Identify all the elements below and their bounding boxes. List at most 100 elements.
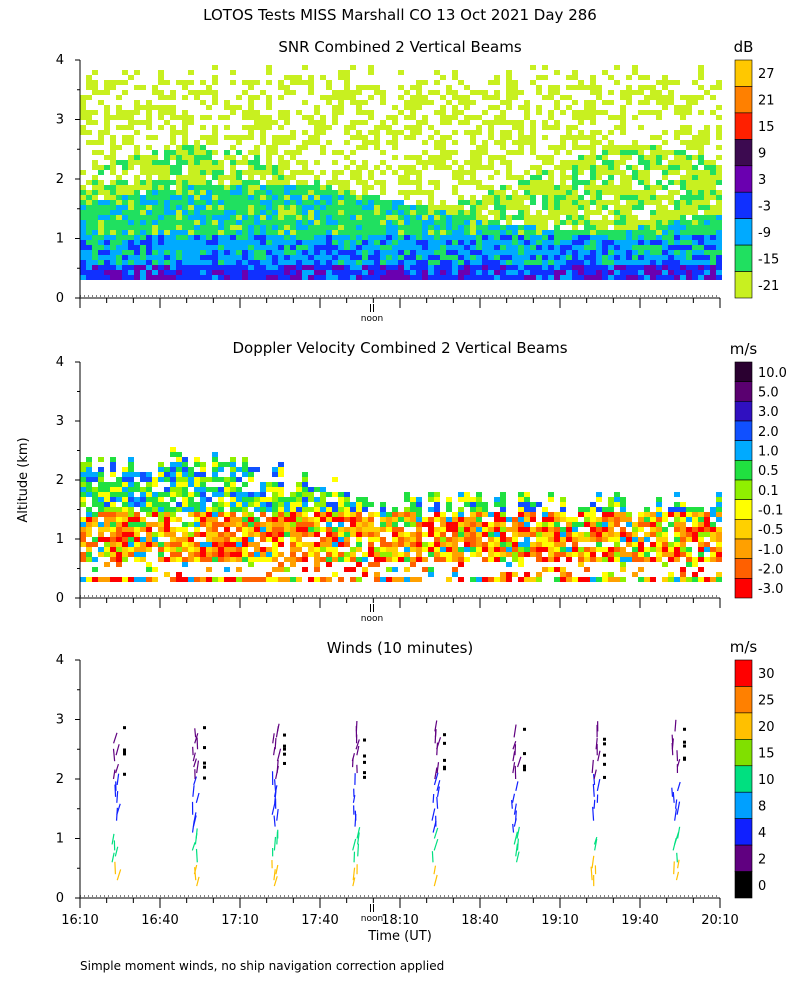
snr-cell [386,210,392,215]
doppler-cell [242,507,248,512]
doppler-cell [326,522,332,527]
snr-cell [554,205,560,210]
snr-cell [452,160,458,165]
doppler-cell [650,527,656,532]
doppler-cell [128,527,134,532]
snr-cell [590,170,596,175]
doppler-cell [446,507,452,512]
snr-cell [116,200,122,205]
snr-cell [500,135,506,140]
snr-cell [608,115,614,120]
doppler-cell [242,542,248,547]
snr-cell [470,240,476,245]
snr-cell [290,210,296,215]
doppler-cell [560,572,566,577]
doppler-cell [518,517,524,522]
snr-cell [548,125,554,130]
snr-cell [206,185,212,190]
snr-cell [602,135,608,140]
snr-cell [140,200,146,205]
snr-cell [698,145,704,150]
snr-cell [446,275,452,280]
snr-cell [128,250,134,255]
doppler-cell [290,547,296,552]
doppler-cell [230,557,236,562]
snr-cell [518,230,524,235]
snr-cell [578,265,584,270]
doppler-cell [260,512,266,517]
doppler-cell [338,577,344,582]
snr-cell [710,180,716,185]
snr-cell [98,210,104,215]
doppler-cell [578,562,584,567]
snr-cell [146,170,152,175]
snr-cell [560,210,566,215]
snr-cell [644,145,650,150]
snr-cell [302,235,308,240]
snr-cell [542,265,548,270]
doppler-cell [458,522,464,527]
wind-barb [116,791,119,803]
snr-cell [170,190,176,195]
snr-cell [710,235,716,240]
doppler-cell [320,517,326,522]
doppler-cell [710,507,716,512]
snr-cell [326,210,332,215]
wind-missing-dot [523,768,526,772]
snr-cell [548,180,554,185]
snr-cell [716,235,722,240]
doppler-cell [470,517,476,522]
snr-cell [632,90,638,95]
snr-cell [254,275,260,280]
doppler-cell [626,532,632,537]
doppler-cell [638,522,644,527]
snr-cell [212,165,218,170]
doppler-cell [434,502,440,507]
snr-cell [272,145,278,150]
doppler-cell [596,577,602,582]
snr-cell [170,110,176,115]
snr-cell [380,190,386,195]
snr-cell [152,135,158,140]
snr-cell [338,240,344,245]
doppler-cell [140,502,146,507]
snr-cell [602,265,608,270]
snr-cell [560,275,566,280]
snr-cell [608,170,614,175]
snr-cell [398,180,404,185]
snr-cell [404,240,410,245]
snr-cell [398,250,404,255]
doppler-cell [140,497,146,502]
snr-cell [662,185,668,190]
snr-cell [260,140,266,145]
snr-cell [182,260,188,265]
snr-cell [614,165,620,170]
snr-cell [440,115,446,120]
snr-cell [512,260,518,265]
snr-cell [596,205,602,210]
snr-cell [398,175,404,180]
doppler-cell [104,562,110,567]
snr-cell [548,195,554,200]
snr-cell [608,90,614,95]
wind-barb [595,737,598,750]
snr-cell [392,155,398,160]
snr-cell [98,270,104,275]
snr-cell [104,265,110,270]
wind-missing-dot [283,752,286,756]
snr-cell [122,90,128,95]
snr-cell [188,80,194,85]
doppler-cell [272,472,278,477]
snr-cell [236,220,242,225]
snr-cell [590,165,596,170]
doppler-cell [710,552,716,557]
doppler-cell [644,552,650,557]
doppler-cell [272,492,278,497]
snr-cell [542,225,548,230]
snr-cell [116,190,122,195]
snr-cell [86,210,92,215]
snr-cell [230,105,236,110]
doppler-cell [80,482,86,487]
snr-cell [140,230,146,235]
doppler-cell [320,487,326,492]
